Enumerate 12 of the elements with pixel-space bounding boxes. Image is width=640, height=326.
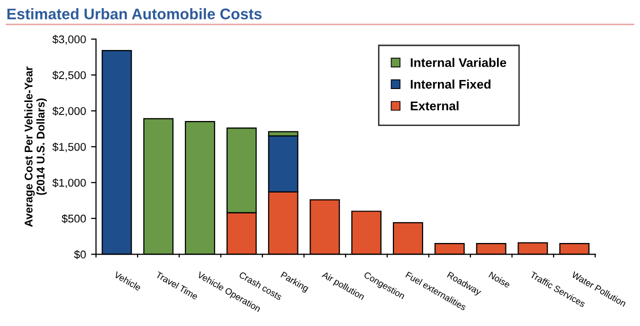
- y-axis-title: Average Cost Per Vehicle-Year (2014 U.S. Dollars): [24, 66, 47, 227]
- y-tick-label: $1,000: [52, 178, 86, 188]
- y-tick-label: $1,500: [52, 142, 86, 152]
- y-tick-label: $0: [74, 250, 86, 260]
- y-tick-label: $500: [62, 214, 86, 224]
- y-tick-label: $3,000: [52, 34, 86, 45]
- legend-label: Internal Variable: [410, 58, 506, 68]
- y-tick-label: $2,000: [52, 106, 86, 116]
- legend-label: Internal Fixed: [410, 80, 490, 89]
- y-tick-label: $2,500: [52, 70, 86, 80]
- legend-label: External: [410, 101, 458, 110]
- chart-title: Estimated Urban Automobile Costs: [7, 8, 262, 20]
